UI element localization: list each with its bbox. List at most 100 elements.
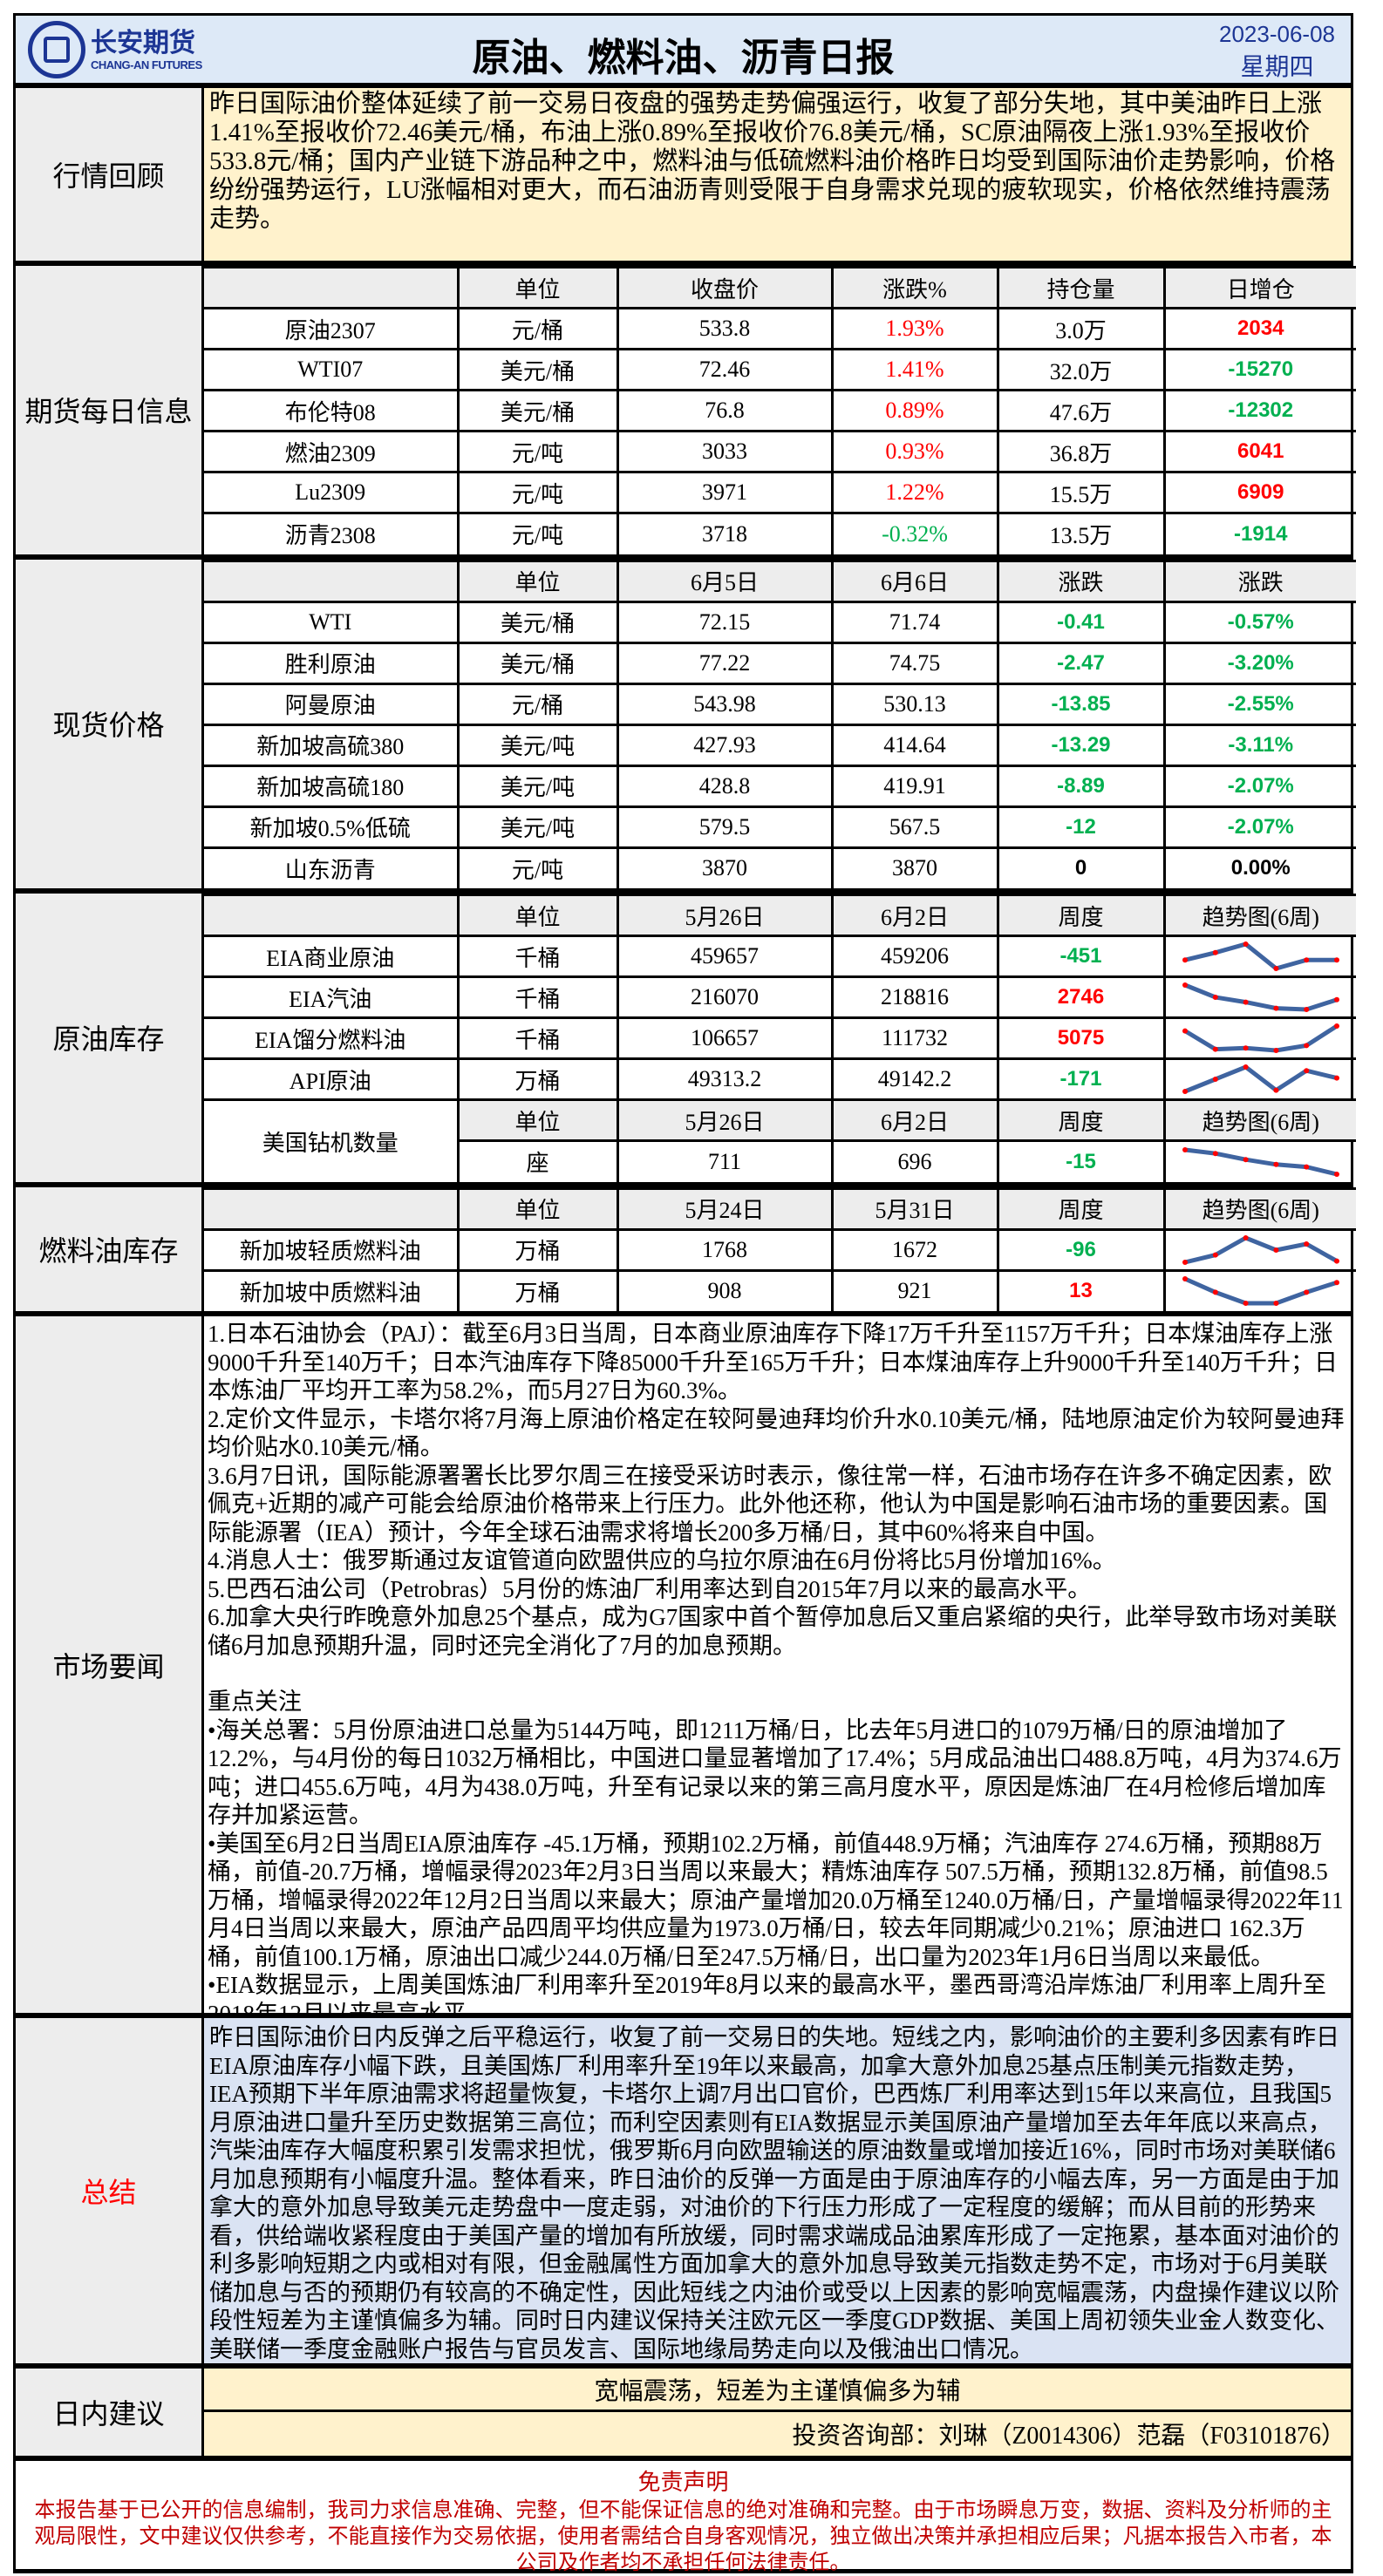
change: -13.85: [996, 682, 1164, 724]
value-latest: 218816: [830, 975, 998, 1018]
column-header: 单位: [456, 559, 617, 603]
inventory-name: EIA馏分燃料油: [204, 1016, 458, 1059]
sparkline-point: [1243, 941, 1249, 947]
change-pct: -2.07%: [1162, 805, 1356, 847]
unit: 元/桶: [456, 682, 617, 724]
sparkline-point: [1273, 1048, 1279, 1053]
unit: 千桶: [456, 975, 617, 1018]
product-name: 新加坡高硫180: [204, 764, 458, 806]
report-date: 2023-06-08: [1219, 21, 1335, 47]
unit: 座: [456, 1139, 617, 1182]
value-latest: 1672: [830, 1227, 998, 1270]
product-name: WTI: [204, 600, 458, 642]
inventory-row: EIA汽油 千桶 216070 218816 2746: [204, 975, 1356, 1018]
suggestion-section: 日内建议 宽幅震荡，短差为主谨慎偏多为辅 投资咨询部：刘琳（Z0014306）范…: [16, 2363, 1351, 2456]
change: -2.47: [996, 641, 1164, 683]
close-price: 72.46: [616, 348, 832, 391]
unit: 万桶: [456, 1268, 617, 1311]
value-prev: 711: [616, 1139, 832, 1182]
logo-name-cn: 长安期货: [91, 28, 195, 58]
change-pct: -0.32%: [830, 512, 998, 554]
column-header: [204, 559, 458, 603]
open-interest: 3.0万: [996, 307, 1164, 350]
value-prev: 908: [616, 1268, 832, 1311]
price-day1: 72.15: [616, 600, 832, 642]
fuel-inventory-section: 燃料油库存 单位 5月24日 5月31日 周度 趋势图(6周) 新加坡轻质燃料油 万桶 176…: [16, 1181, 1356, 1311]
table-header-row: 单位 5月24日 5月31日 周度 趋势图(6周): [204, 1186, 1356, 1231]
contract-name: 布伦特08: [204, 389, 458, 432]
change-pct: -2.55%: [1162, 682, 1356, 724]
sparkline-point: [1182, 982, 1188, 988]
open-interest: 32.0万: [996, 348, 1164, 391]
contract-name: WTI07: [204, 348, 458, 391]
price-day1: 543.98: [616, 682, 832, 724]
sparkline-point: [1273, 1247, 1279, 1253]
sparkline-point: [1212, 1077, 1218, 1082]
close-price: 533.8: [616, 307, 832, 350]
news-item: 2.定价文件显示，卡塔尔将7月海上原油价格定在较阿曼迪拜均价升水0.10美元/桶…: [208, 1405, 1345, 1461]
value-prev: 459657: [616, 935, 832, 977]
market-review-text: 昨日国际油价整体延续了前一交易日夜盘的强势走势偏强运行，收复了部分失地，其中美油…: [204, 88, 1351, 261]
value-latest: 459206: [830, 935, 998, 977]
column-header: 趋势图(6周): [1162, 1098, 1356, 1142]
report-title: 原油、燃料油、沥青日报: [472, 37, 895, 79]
sparkline-point: [1333, 957, 1339, 963]
column-header: [204, 894, 458, 937]
column-header: 6月2日: [830, 894, 998, 937]
column-header: 5月31日: [830, 1186, 998, 1231]
sparkline-point: [1212, 1252, 1218, 1258]
sparkline-point: [1212, 1289, 1218, 1295]
sparkline-line: [1184, 1147, 1338, 1177]
inventory-row: API原油 万桶 49313.2 49142.2 -171: [204, 1057, 1356, 1100]
sparkline-point: [1243, 1045, 1249, 1051]
disclaimer-title: 免责声明: [637, 2470, 729, 2495]
open-interest: 15.5万: [996, 471, 1164, 513]
trend-chart: [1162, 1227, 1356, 1270]
value-latest: 49142.2: [830, 1057, 998, 1100]
futures-row: 布伦特08 美元/桶 76.8 0.89% 47.6万 -12302: [204, 389, 1356, 432]
daily-oi-change: -1914: [1162, 512, 1356, 554]
report-header: 长安期货 CHANG-AN FUTURES 原油、燃料油、沥青日报 2023-0…: [16, 16, 1351, 83]
advisor-contact: 投资咨询部：刘琳（Z0014306）范磊（F03101876）: [204, 2412, 1351, 2456]
section-label: 市场要闻: [16, 1316, 204, 2013]
change-pct: -3.11%: [1162, 723, 1356, 765]
sparkline-point: [1333, 1280, 1339, 1286]
inventory-name: 新加坡中质燃料油: [204, 1268, 458, 1311]
unit: 美元/桶: [456, 348, 617, 391]
change-pct: -2.07%: [1162, 764, 1356, 806]
spot-row: 新加坡高硫380 美元/吨 427.93 414.64 -13.29 -3.11%: [204, 723, 1356, 765]
change-pct: 1.41%: [830, 348, 998, 391]
trend-sparkline: [1182, 1023, 1339, 1053]
summary-text: 昨日国际油价日内反弹之后平稳运行，收复了前一交易日的失地。短线之内，影响油价的主…: [204, 2018, 1351, 2363]
crude-inventory-section: 原油库存 单位 5月26日 6月2日 周度 趋势图(6周) EIA商业原油 千桶 459657…: [16, 888, 1356, 1182]
value-prev: 49313.2: [616, 1057, 832, 1100]
trend-sparkline: [1182, 941, 1339, 971]
change: -0.41: [996, 600, 1164, 642]
news-item: 6.加拿大央行昨晚意外加息25个基点，成为G7国家中首个暂停加息后又重启紧缩的央…: [208, 1604, 1338, 1659]
sparkline-point: [1182, 1089, 1188, 1094]
column-header: [204, 1186, 458, 1231]
weekly-change: -171: [996, 1057, 1164, 1100]
close-price: 3718: [616, 512, 832, 554]
sparkline-point: [1303, 1164, 1309, 1170]
section-label: 期货每日信息: [16, 266, 204, 554]
trend-sparkline: [1182, 1064, 1339, 1094]
futures-row: 沥青2308 元/吨 3718 -0.32% 13.5万 -1914: [204, 512, 1356, 554]
news-item: •海关总署：5月份原油进口总量为5144万吨，即1211万桶/日，比去年5月进口…: [208, 1716, 1342, 1829]
intraday-advice: 宽幅震荡，短差为主谨慎偏多为辅: [204, 2369, 1351, 2412]
inventory-row: 新加坡轻质燃料油 万桶 1768 1672 -96: [204, 1227, 1356, 1270]
weekly-change: 2746: [996, 975, 1164, 1018]
weekly-change: -96: [996, 1227, 1164, 1270]
unit: 元/吨: [456, 846, 617, 888]
price-day1: 427.93: [616, 723, 832, 765]
change-pct: -3.20%: [1162, 641, 1356, 683]
unit: 千桶: [456, 935, 617, 977]
change: -12: [996, 805, 1164, 847]
column-header: 周度: [996, 1186, 1164, 1231]
futures-row: WTI07 美元/桶 72.46 1.41% 32.0万 -15270: [204, 348, 1356, 391]
product-name: 新加坡高硫380: [204, 723, 458, 765]
sparkline-line: [1183, 1023, 1339, 1053]
news-item: 5.巴西石油公司（Petrobras）5月份的炼油厂利用率达到自2015年7月以…: [208, 1575, 1092, 1602]
sparkline-point: [1273, 1087, 1279, 1093]
inventory-name: EIA商业原油: [204, 935, 458, 977]
